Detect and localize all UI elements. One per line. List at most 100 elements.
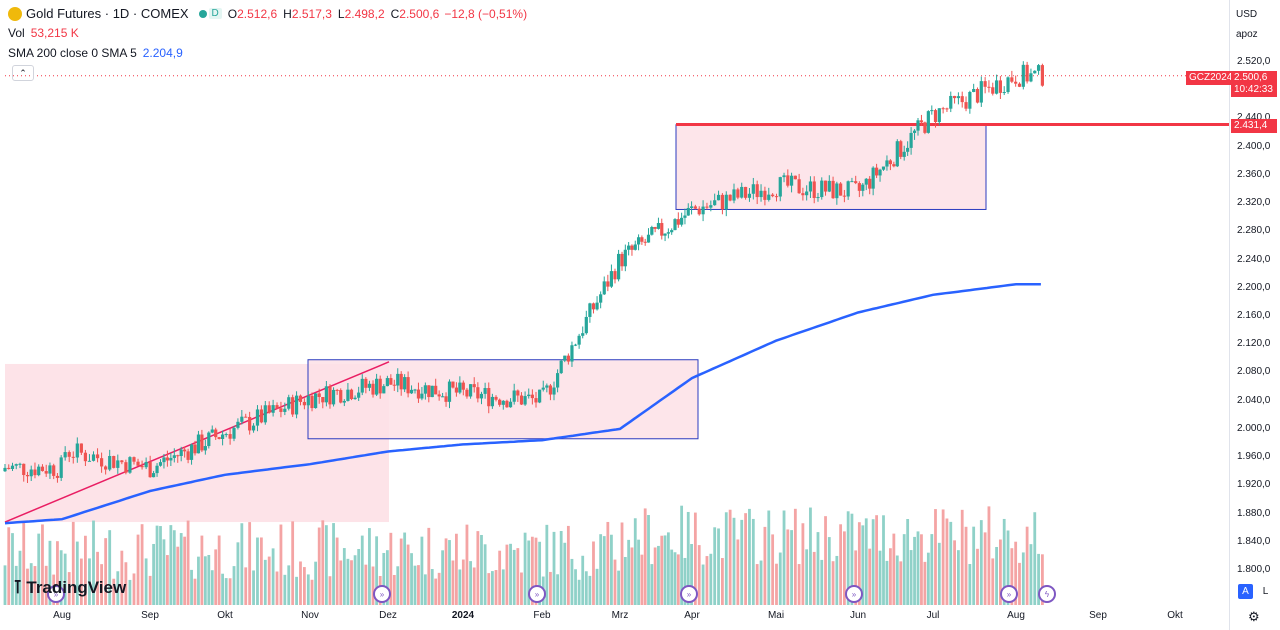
candle-body: [25, 475, 30, 477]
volume-bar: [88, 558, 91, 605]
auto-scale-label: A: [1242, 586, 1249, 597]
volume-bar: [252, 570, 255, 605]
candle-body: [232, 427, 236, 439]
candle-body: [294, 395, 299, 415]
change-value: −12,8 (−0,51%): [444, 6, 528, 21]
volume-bar: [210, 570, 214, 605]
volume-bar: [494, 570, 498, 605]
candle-body: [923, 122, 927, 133]
candle-body: [599, 294, 603, 303]
candle-body: [1010, 77, 1014, 82]
event-icon[interactable]: »: [1000, 585, 1018, 603]
candle-body: [328, 386, 332, 405]
symbol-legend[interactable]: Gold Futures · 1D · COMEX D O 2.512,6 H 2.…: [8, 6, 527, 21]
volume-bar: [889, 548, 892, 605]
volume-bar: [287, 565, 291, 605]
volume-bar: [602, 536, 606, 605]
volume-bar: [314, 561, 318, 605]
candle-body: [902, 151, 906, 157]
candle-body: [720, 194, 725, 210]
volume-bar: [941, 509, 945, 605]
candle-body: [949, 95, 953, 109]
log-scale-button[interactable]: L: [1258, 584, 1273, 599]
volume-bar: [516, 548, 520, 605]
candle-body: [461, 382, 465, 390]
volume-bar: [775, 563, 778, 605]
candle-body: [420, 393, 424, 399]
volume-bar: [144, 558, 148, 605]
event-icon[interactable]: »: [680, 585, 698, 603]
candle-body: [556, 373, 560, 388]
scale-mode-button[interactable]: apoz: [1236, 29, 1258, 40]
candle-body: [353, 397, 357, 400]
candle-body: [1029, 73, 1033, 82]
price-tick-label: 2.360,0: [1237, 168, 1271, 180]
auto-scale-button[interactable]: A: [1238, 584, 1253, 599]
price-scale[interactable]: [1229, 0, 1280, 630]
candle-body: [595, 302, 599, 310]
volume-bar: [423, 574, 427, 605]
tv-logo-icon: ⊺: [13, 577, 23, 597]
volume-bar: [748, 508, 751, 605]
candle-body: [210, 429, 214, 433]
volume-bar: [827, 537, 831, 605]
volume-bar: [693, 512, 697, 605]
volume-bar: [7, 527, 11, 605]
volume-bar: [263, 559, 267, 605]
candle-body: [724, 194, 728, 210]
event-icon[interactable]: »: [845, 585, 863, 603]
candle-body: [653, 227, 657, 229]
volume-bar: [1037, 553, 1040, 605]
event-icon[interactable]: »: [528, 585, 546, 603]
volume-bar: [169, 525, 173, 605]
volume-bar: [820, 559, 824, 605]
volume-bar: [680, 505, 684, 605]
volume-bar: [1021, 552, 1025, 605]
event-icon[interactable]: »: [373, 585, 391, 603]
volume-bar: [18, 550, 22, 605]
candle-body: [255, 409, 260, 426]
candle-body: [812, 181, 816, 198]
event-icon[interactable]: »: [47, 585, 65, 603]
price-tick-label: 2.400,0: [1237, 140, 1271, 152]
volume-bar: [295, 576, 298, 605]
tradingview-logo[interactable]: ⊺ TradingView: [13, 577, 126, 598]
volume-bar: [84, 535, 87, 605]
sma-legend[interactable]: SMA 200 close 0 SMA 5 2.204,9: [8, 46, 183, 60]
volume-bar: [256, 537, 259, 605]
time-tick-label: Aug: [53, 610, 71, 621]
chart-canvas[interactable]: [0, 0, 1229, 630]
volume-bar: [124, 562, 128, 605]
volume-bar: [979, 520, 983, 605]
candle-body: [516, 390, 520, 396]
candle-body: [983, 81, 987, 87]
currency-button[interactable]: USD: [1236, 9, 1257, 20]
volume-bar: [705, 556, 709, 605]
market-status[interactable]: D: [198, 8, 222, 19]
candle-body: [104, 466, 108, 470]
volume-bar: [861, 525, 865, 605]
candle-body: [403, 377, 407, 390]
candle-body: [563, 355, 567, 361]
dividend-flash-icon[interactable]: ϟ: [1038, 585, 1056, 603]
candle-body: [409, 389, 414, 394]
candle-body: [778, 177, 782, 197]
price-tick-label: 2.320,0: [1237, 197, 1271, 209]
gear-icon[interactable]: ⚙: [1248, 609, 1260, 624]
candle-body: [606, 281, 610, 287]
price-tick-label: 2.520,0: [1237, 56, 1271, 67]
candle-body: [964, 102, 968, 109]
collapse-legend-button[interactable]: ⌃: [12, 65, 34, 81]
volume-bar: [620, 522, 624, 605]
volume-bar: [200, 535, 204, 605]
volume-bar: [179, 533, 183, 605]
volume-bar: [964, 526, 968, 605]
candle-body: [609, 271, 614, 287]
candle-body: [633, 244, 637, 250]
volume-bar: [953, 540, 956, 605]
price-tick-label: 2.160,0: [1237, 310, 1271, 321]
candle-body: [697, 208, 701, 215]
candle-body: [885, 160, 889, 167]
candle-body: [248, 416, 252, 431]
volume-legend[interactable]: Vol 53,215 K: [8, 26, 79, 40]
